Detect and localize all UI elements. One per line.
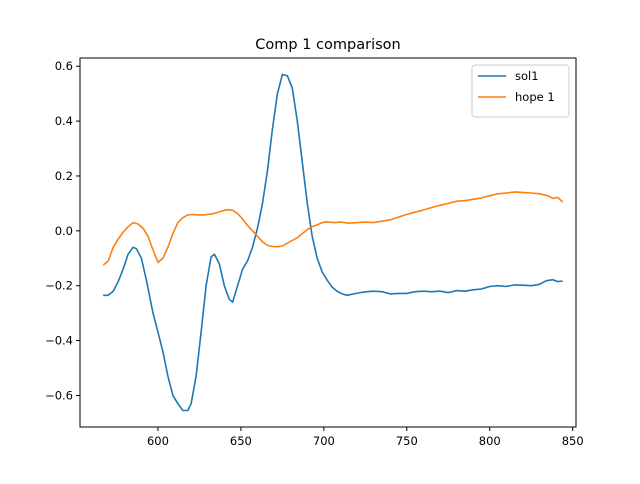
y-tick-label: 0.0	[55, 224, 73, 238]
plot-frame	[79, 57, 577, 428]
legend-label: sol1	[515, 69, 539, 83]
x-tick-label: 650	[230, 434, 252, 448]
legend-box	[471, 64, 570, 118]
axes-layer: 600 650 700 750 800 850 −0.6 −0.4 −0.2 0.0 0.2 0.4 0…	[45, 59, 584, 448]
x-tick-label: 750	[396, 434, 418, 448]
chart-title: Comp 1 comparison	[255, 37, 400, 53]
x-tick-label: 700	[313, 434, 335, 448]
x-tick-label: 850	[562, 434, 584, 448]
y-tick-label: 0.4	[55, 114, 73, 128]
y-tick-label: −0.4	[45, 334, 73, 348]
y-tick-label: −0.6	[45, 388, 73, 402]
y-tick-label: 0.6	[55, 59, 73, 73]
x-tick-label: 600	[147, 434, 169, 448]
series-layer	[102, 73, 564, 412]
y-tick-label: 0.2	[55, 169, 73, 183]
legend: sol1 hope 1	[471, 64, 570, 118]
series-line-2	[102, 191, 564, 266]
legend-label: hope 1	[515, 90, 555, 104]
series-line-1	[103, 73, 563, 412]
y-tick-label: −0.2	[45, 279, 73, 293]
x-tick-label: 800	[479, 434, 501, 448]
